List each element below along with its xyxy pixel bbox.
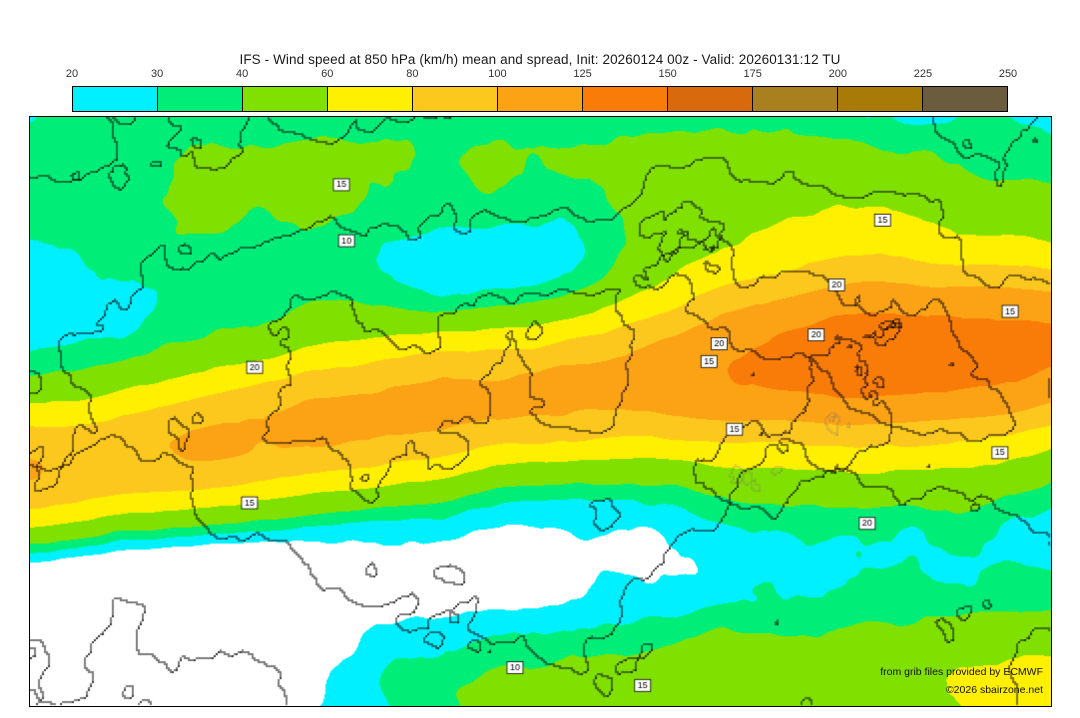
data-source-credit: from grib files provided by ECMWF [880,666,1043,678]
colorbar-band-100-125 [498,87,583,111]
colorbar-band-125-150 [583,87,668,111]
colorbar-swatches [72,86,1008,112]
colorbar-band-200-225 [838,87,923,111]
wind-speed-map[interactable] [30,117,1051,706]
colorbar-tick-200: 200 [828,68,847,80]
colorbar-band-60-80 [328,87,413,111]
colorbar-band-175-200 [753,87,838,111]
colorbar-band-225-250 [923,87,1007,111]
colorbar-band-30-40 [158,87,243,111]
colorbar-band-80-100 [413,87,498,111]
colorbar-tick-30: 30 [150,68,164,80]
colorbar-tick-175: 175 [743,68,762,80]
page-title: IFS - Wind speed at 850 hPa (km/h) mean … [239,52,841,67]
colorbar-band-40-60 [243,87,328,111]
colorbar-band-20-30 [73,87,158,111]
colorbar-band-150-175 [668,87,753,111]
colorbar-tick-100: 100 [488,68,507,80]
colorbar-tick-60: 60 [321,68,334,80]
colorbar [72,86,1008,112]
colorbar-tick-250: 250 [998,68,1018,80]
colorbar-tick-125: 125 [573,68,592,80]
colorbar-tick-225: 225 [913,68,933,80]
map-frame[interactable]: from grib files provided by ECMWF ©2026 … [29,116,1052,707]
copyright-credit: ©2026 sbairzone.net [945,684,1043,696]
colorbar-tick-40: 40 [236,68,249,80]
colorbar-tick-labels: 20 30 40 60 80 100 125 150 175 200 225 250 [66,68,1017,82]
colorbar-tick-20: 20 [65,68,79,80]
colorbar-tick-80: 80 [406,68,419,80]
colorbar-tick-150: 150 [658,68,677,80]
